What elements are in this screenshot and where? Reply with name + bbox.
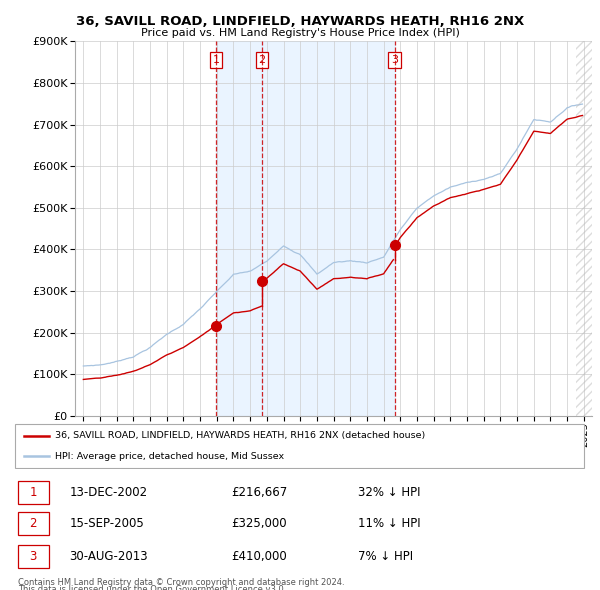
Text: 3: 3: [29, 550, 37, 563]
Text: 3: 3: [391, 55, 398, 65]
Text: This data is licensed under the Open Government Licence v3.0.: This data is licensed under the Open Gov…: [18, 585, 286, 590]
Text: 36, SAVILL ROAD, LINDFIELD, HAYWARDS HEATH, RH16 2NX (detached house): 36, SAVILL ROAD, LINDFIELD, HAYWARDS HEA…: [55, 431, 425, 440]
Text: 36, SAVILL ROAD, LINDFIELD, HAYWARDS HEATH, RH16 2NX: 36, SAVILL ROAD, LINDFIELD, HAYWARDS HEA…: [76, 15, 524, 28]
Text: £325,000: £325,000: [231, 517, 287, 530]
Text: HPI: Average price, detached house, Mid Sussex: HPI: Average price, detached house, Mid …: [55, 452, 284, 461]
Text: 15-SEP-2005: 15-SEP-2005: [70, 517, 145, 530]
Text: 11% ↓ HPI: 11% ↓ HPI: [358, 517, 420, 530]
FancyBboxPatch shape: [18, 481, 49, 504]
Text: 32% ↓ HPI: 32% ↓ HPI: [358, 486, 420, 499]
Text: Price paid vs. HM Land Registry's House Price Index (HPI): Price paid vs. HM Land Registry's House …: [140, 28, 460, 38]
FancyBboxPatch shape: [18, 512, 49, 535]
Text: 2: 2: [259, 55, 266, 65]
Text: 13-DEC-2002: 13-DEC-2002: [70, 486, 148, 499]
Bar: [262, 41, 395, 416]
Text: 7% ↓ HPI: 7% ↓ HPI: [358, 550, 413, 563]
FancyBboxPatch shape: [18, 545, 49, 568]
Bar: [216, 41, 262, 416]
Bar: [575, 41, 596, 416]
Text: Contains HM Land Registry data © Crown copyright and database right 2024.: Contains HM Land Registry data © Crown c…: [18, 578, 344, 587]
Text: 1: 1: [212, 55, 220, 65]
Text: 1: 1: [29, 486, 37, 499]
Text: 2: 2: [29, 517, 37, 530]
Text: 30-AUG-2013: 30-AUG-2013: [70, 550, 148, 563]
Text: £216,667: £216,667: [231, 486, 287, 499]
Text: £410,000: £410,000: [231, 550, 287, 563]
FancyBboxPatch shape: [15, 424, 584, 468]
